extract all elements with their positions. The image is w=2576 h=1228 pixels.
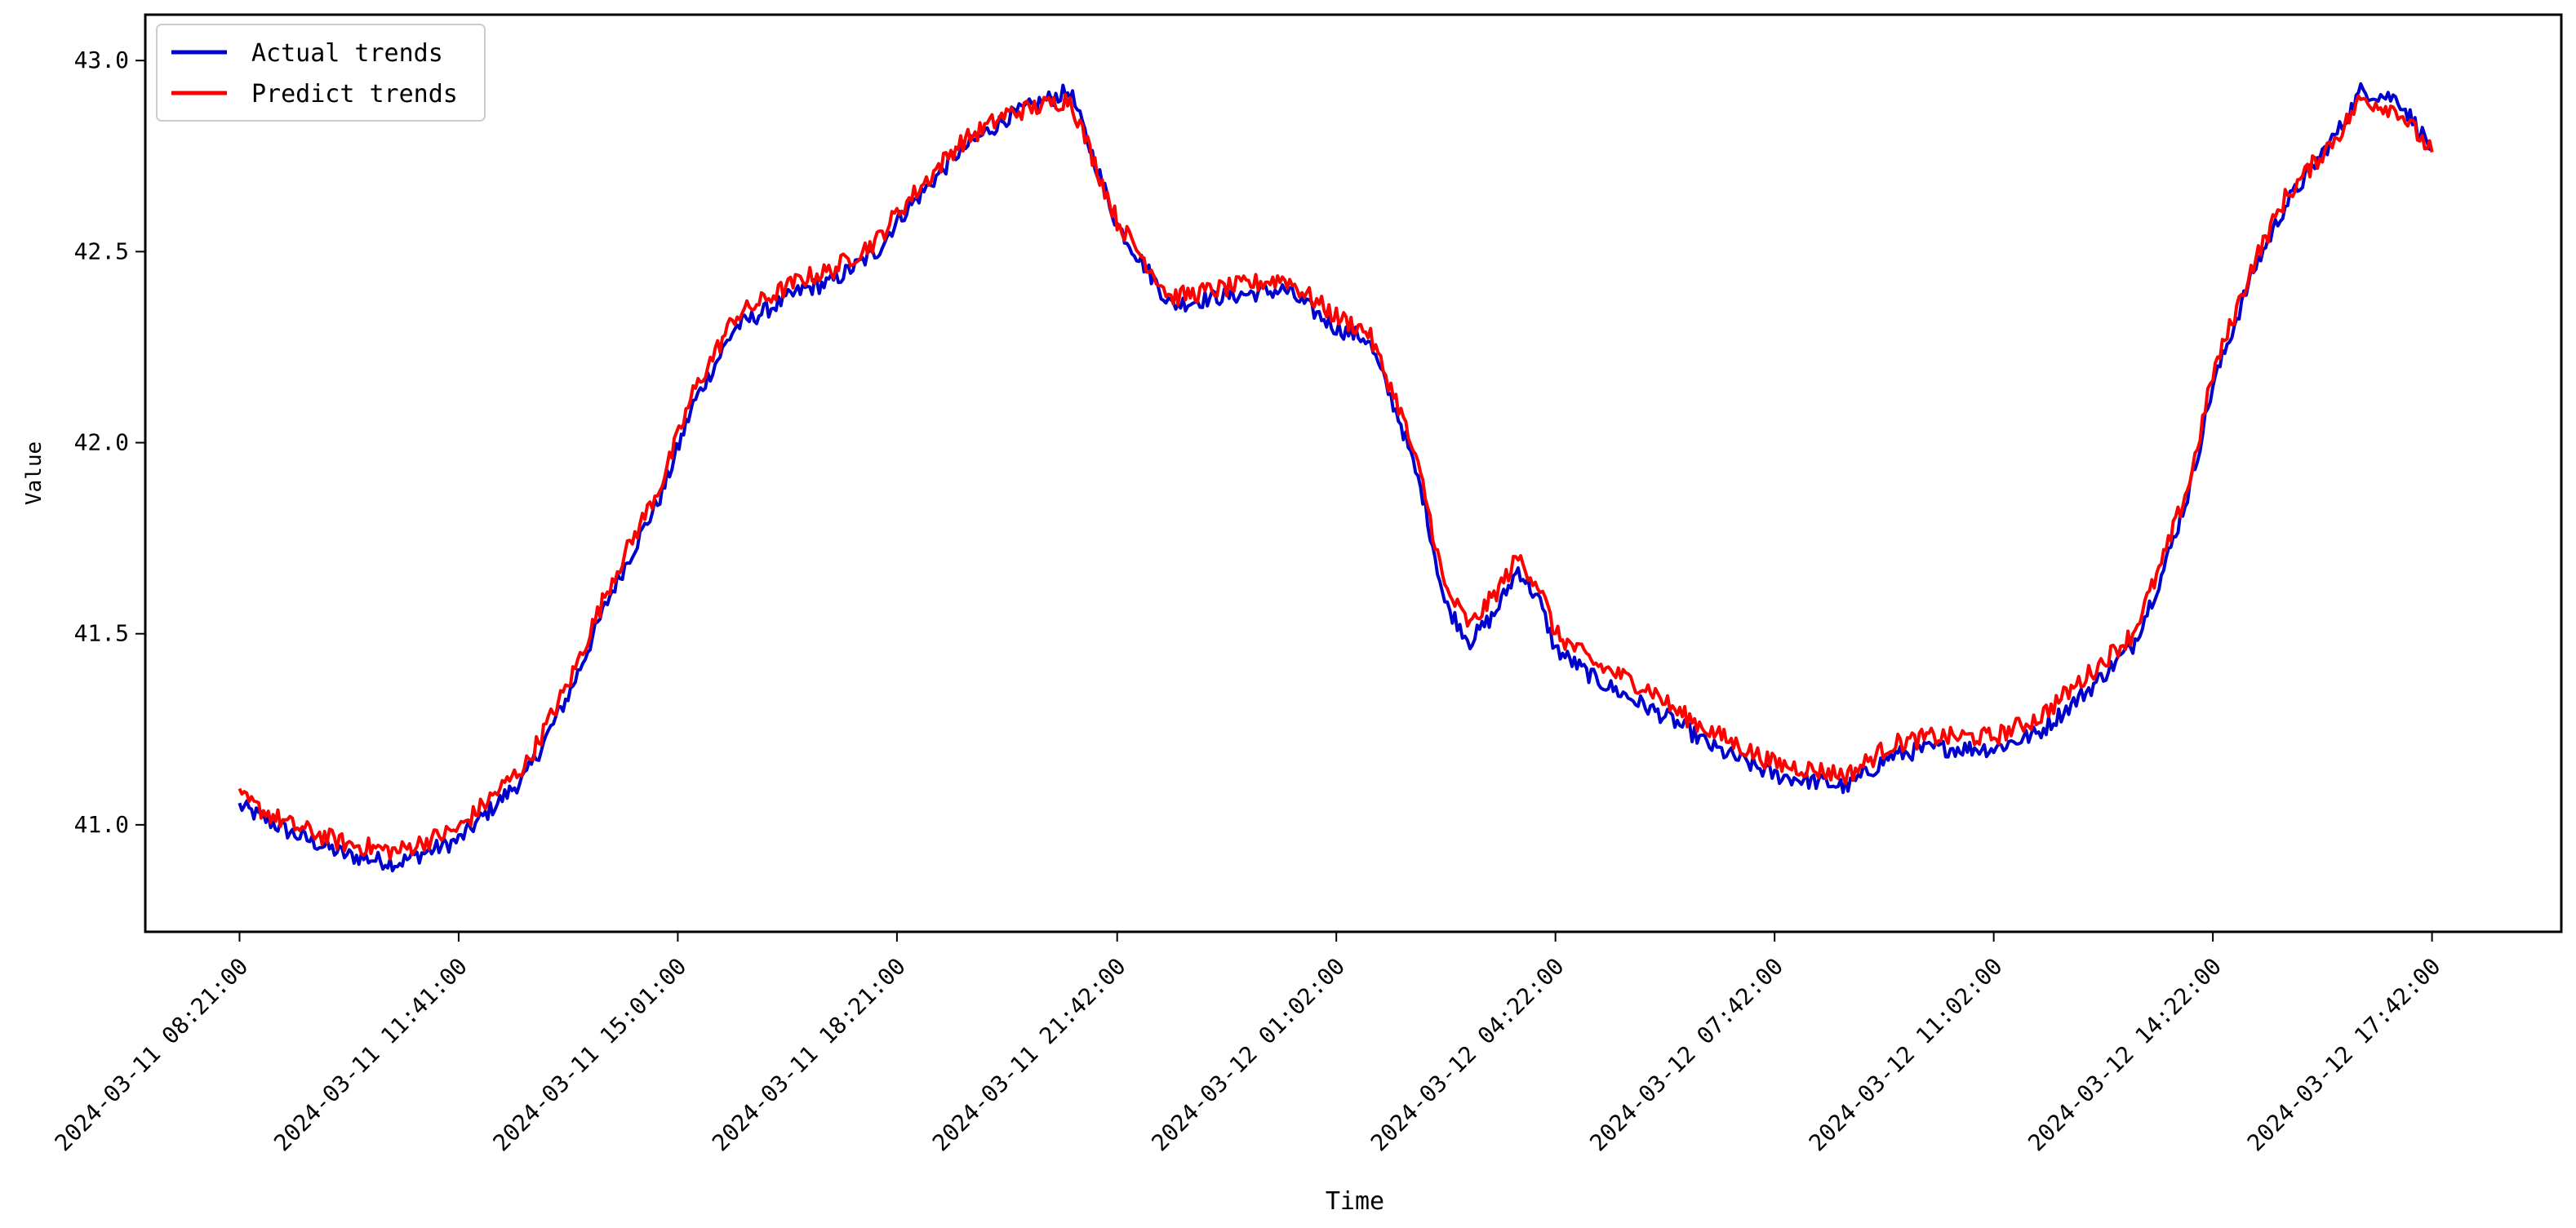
y-axis: 41.0 41.5 42.0 42.5 43.0 — [74, 47, 145, 838]
legend-label-actual: Actual trends — [251, 39, 443, 68]
y-tick-label: 42.0 — [74, 429, 129, 456]
series-line-predict-trends — [238, 92, 2434, 861]
y-tick-label: 41.5 — [74, 620, 129, 647]
y-tick-label: 42.5 — [74, 237, 129, 264]
plot-lines — [238, 82, 2434, 873]
plot-frame — [144, 13, 2563, 933]
y-axis-label: Value — [22, 441, 47, 505]
y-tick-label: 41.0 — [74, 811, 129, 838]
legend: Actual trends Predict trends — [156, 24, 486, 122]
y-tick-label: 43.0 — [74, 47, 129, 73]
series-line-actual-trends — [238, 82, 2433, 873]
x-axis-label: Time — [1326, 1187, 1384, 1216]
legend-label-predict: Predict trends — [251, 80, 458, 109]
legend-frame — [156, 24, 486, 122]
